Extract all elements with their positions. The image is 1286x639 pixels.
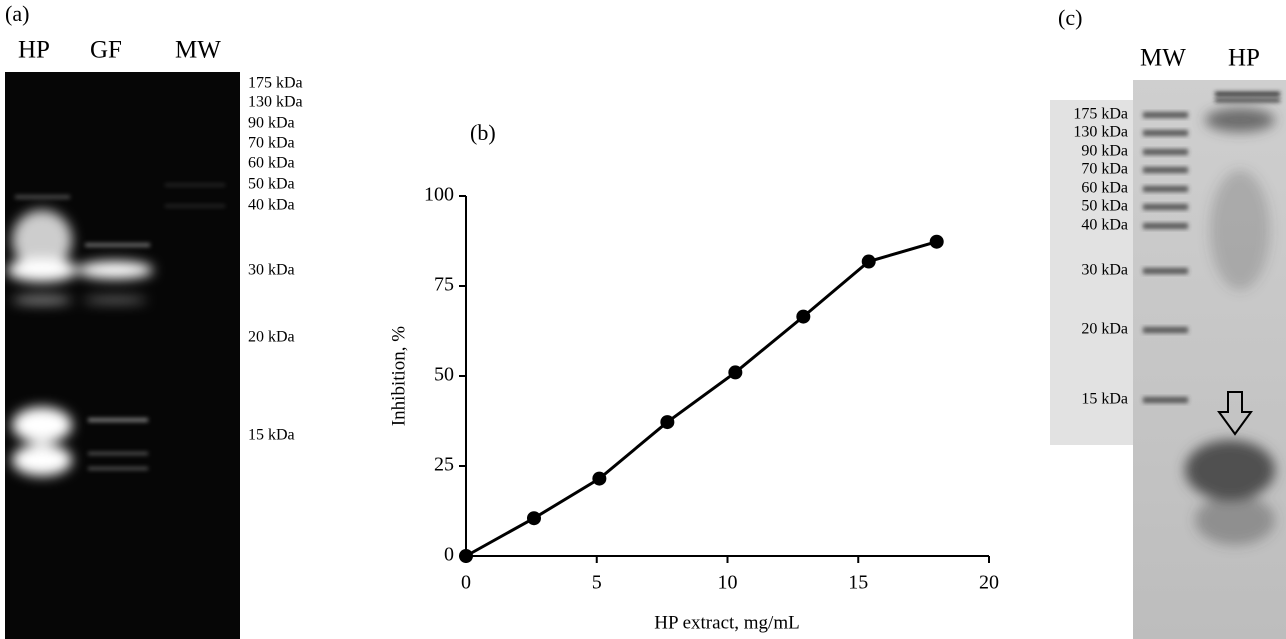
panel-label: (c) [1058, 5, 1082, 30]
marker-label: 70 kDa [248, 135, 295, 152]
marker-label: 175 kDa [1073, 106, 1128, 123]
marker-label: 40 kDa [1081, 217, 1128, 234]
y-tick-label: 25 [434, 454, 454, 476]
data-point [728, 365, 743, 380]
marker-label: 90 kDa [248, 115, 295, 132]
x-tick-label: 0 [461, 572, 471, 594]
ladder-band [1143, 223, 1188, 229]
ladder-band [1143, 268, 1188, 274]
data-point [660, 415, 675, 430]
marker-label: 50 kDa [1081, 198, 1128, 215]
data-point [459, 549, 473, 563]
marker-label: 15 kDa [248, 427, 295, 444]
ladder-band [1143, 204, 1188, 210]
data-point [929, 234, 944, 249]
lane-label: HP [1228, 45, 1260, 72]
gel-c-image [1050, 80, 1286, 639]
marker-label: 70 kDa [1081, 161, 1128, 178]
lane-label: GF [90, 37, 122, 64]
arrow [1217, 391, 1253, 436]
x-tick-label: 5 [592, 572, 602, 594]
data-point [592, 471, 607, 486]
marker-label: 20 kDa [248, 329, 295, 346]
data-point [861, 254, 876, 269]
y-tick-label: 75 [434, 274, 454, 296]
marker-label: 175 kDa [248, 75, 303, 92]
marker-label: 50 kDa [248, 176, 295, 193]
marker-label: 20 kDa [1081, 321, 1128, 338]
ladder-band [1143, 167, 1188, 173]
ladder-band [1143, 397, 1188, 403]
marker-label: 130 kDa [248, 94, 303, 111]
data-line [465, 240, 938, 558]
ladder-band [1143, 112, 1188, 118]
marker-label: 130 kDa [1073, 124, 1128, 141]
marker-label: 40 kDa [248, 197, 295, 214]
panel-label: (a) [5, 1, 29, 26]
y-tick-label: 50 [434, 364, 454, 386]
ladder-band [1143, 149, 1188, 155]
x-tick-label: 10 [718, 572, 738, 594]
data-point [526, 511, 541, 526]
marker-label: 30 kDa [1081, 262, 1128, 279]
marker-label: 60 kDa [1081, 180, 1128, 197]
ladder-band [1143, 130, 1188, 136]
chart-title: (b) [470, 120, 496, 145]
gel-a-image [5, 72, 240, 639]
ladder-band [1143, 327, 1188, 333]
y-tick-label: 100 [424, 184, 454, 206]
lane-label: MW [1140, 45, 1186, 72]
x-tick-label: 20 [979, 572, 999, 594]
marker-label: 90 kDa [1081, 143, 1128, 160]
marker-label: 15 kDa [1081, 391, 1128, 408]
marker-label: 30 kDa [248, 262, 295, 279]
lane-label: MW [175, 37, 221, 64]
x-axis-title: HP extract, mg/mL [654, 612, 799, 633]
y-tick-label: 0 [444, 544, 454, 566]
y-axis-title: Inhibition, % [388, 326, 409, 426]
x-tick-label: 15 [848, 572, 868, 594]
data-point [796, 309, 811, 324]
lane-label: HP [18, 37, 50, 64]
ladder-band [1143, 186, 1188, 192]
marker-label: 60 kDa [248, 155, 295, 172]
